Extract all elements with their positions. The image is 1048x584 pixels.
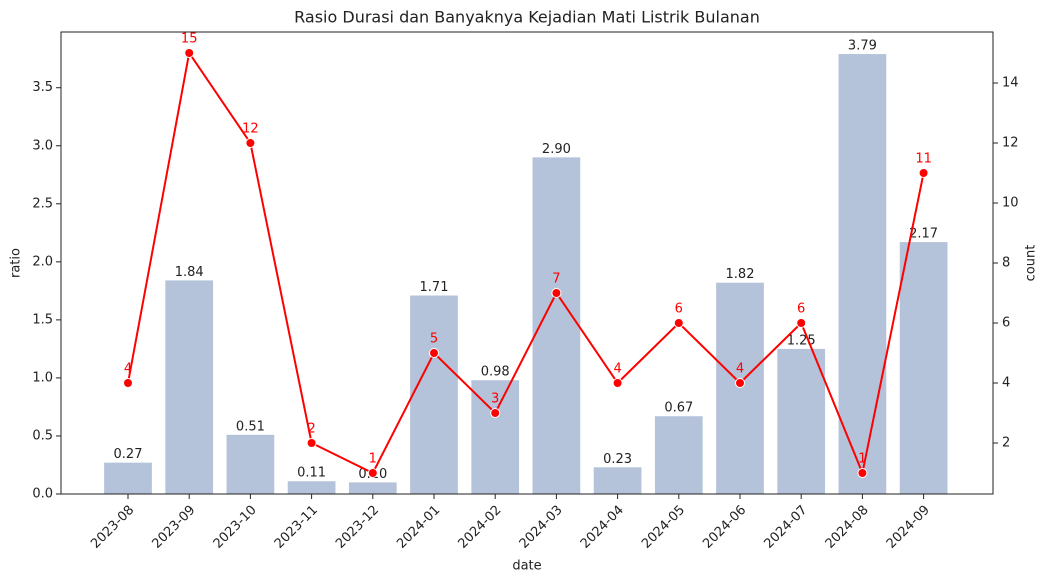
line-value-label: 7 (552, 272, 560, 287)
line-marker (918, 168, 929, 178)
y2-axis-label: count (1024, 245, 1039, 282)
bar (716, 282, 764, 494)
x-tick-label: 2023-12 (333, 503, 382, 552)
y2-tick-label: 4 (1002, 376, 1010, 391)
bar (838, 54, 887, 495)
line-marker (367, 468, 378, 478)
x-tick-label: 2024-09 (884, 503, 933, 552)
bar (593, 467, 642, 494)
line-marker (123, 378, 133, 388)
line-value-label: 11 (915, 152, 932, 167)
line-marker (857, 468, 868, 478)
y-axis-label: ratio (9, 248, 24, 278)
bar (410, 295, 458, 494)
line-value-label: 6 (675, 302, 683, 317)
y2-tick-label: 10 (1002, 196, 1019, 211)
y-tick-label: 1.0 (32, 370, 53, 385)
bar (471, 380, 520, 494)
line-marker (490, 408, 501, 418)
x-tick-label: 2023-10 (211, 503, 260, 552)
line-marker (245, 138, 256, 148)
x-tick-label: 2024-02 (455, 503, 504, 552)
bar (348, 482, 397, 494)
bar-value-label: 0.51 (236, 419, 265, 434)
y2-tick-label: 2 (1002, 436, 1010, 451)
line-marker (551, 288, 562, 298)
bar-value-label: 0.27 (114, 447, 143, 462)
line (127, 50, 925, 477)
x-tick-label: 2024-08 (823, 503, 872, 552)
x-tick-label: 2023-09 (149, 503, 198, 552)
bar (287, 481, 336, 494)
bar-value-label: 0.23 (603, 452, 632, 467)
y2-tick-label: 8 (1002, 256, 1010, 271)
bar-value-label: 1.71 (420, 280, 449, 295)
bar-value-label: 1.82 (726, 267, 755, 282)
y2-tick-label: 6 (1002, 316, 1010, 331)
bar (226, 434, 275, 494)
line-value-label: 4 (124, 362, 132, 377)
line-value-label: 5 (430, 332, 438, 347)
line-marker (735, 378, 745, 388)
line-value-label: 1 (858, 452, 866, 467)
line-marker (429, 348, 439, 358)
line-marker (796, 318, 807, 328)
line-marker (184, 48, 195, 58)
line-marker (673, 318, 684, 328)
line-value-label: 15 (181, 32, 198, 47)
bar-value-label: 0.11 (297, 466, 326, 481)
plot-frame (60, 31, 994, 495)
bar-value-label: 1.25 (787, 333, 816, 348)
x-tick-label: 2024-04 (578, 503, 627, 552)
x-tick-label: 2023-11 (272, 503, 321, 552)
line-value-label: 12 (242, 122, 259, 137)
y-tick-label: 2.0 (32, 254, 53, 269)
chart-title: Rasio Durasi dan Banyaknya Kejadian Mati… (294, 8, 760, 27)
bar-value-label: 2.17 (909, 227, 938, 242)
line-value-label: 4 (736, 362, 744, 377)
line-value-label: 1 (369, 452, 377, 467)
line-value-label: 3 (491, 392, 499, 407)
bar-value-label: 3.79 (848, 39, 877, 54)
line-marker (612, 378, 623, 388)
x-tick-label: 2024-05 (639, 503, 688, 552)
bar-value-label: 2.90 (542, 142, 571, 157)
x-tick-label: 2024-03 (517, 503, 566, 552)
bar (165, 280, 214, 494)
x-tick-label: 2024-01 (394, 503, 443, 552)
bar-value-label: 0.67 (664, 401, 693, 416)
line-value-label: 4 (613, 362, 621, 377)
y2-tick-label: 12 (1002, 136, 1019, 151)
line-value-label: 6 (797, 302, 805, 317)
y-tick-label: 3.5 (32, 80, 53, 95)
bar (777, 348, 826, 494)
bar (899, 242, 948, 494)
y-tick-label: 2.5 (32, 196, 53, 211)
bar-value-label: 0.98 (481, 365, 510, 380)
y-tick-label: 3.0 (32, 138, 53, 153)
y-tick-label: 0.5 (32, 428, 53, 443)
y2-tick-label: 14 (1002, 76, 1019, 91)
x-tick-label: 2023-08 (88, 503, 137, 552)
line-value-label: 2 (307, 422, 315, 437)
bar-value-label: 1.84 (175, 265, 204, 280)
bar (104, 462, 152, 494)
y-tick-label: 0.0 (32, 487, 53, 502)
line-marker (306, 438, 317, 448)
x-tick-label: 2024-06 (700, 503, 749, 552)
y-tick-label: 1.5 (32, 312, 53, 327)
x-axis-label: date (512, 559, 541, 574)
bar (654, 416, 703, 494)
x-tick-label: 2024-07 (761, 503, 810, 552)
